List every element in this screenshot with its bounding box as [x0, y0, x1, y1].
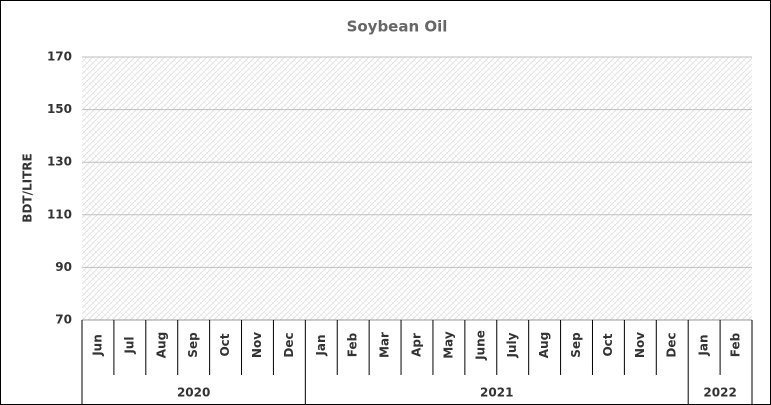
x-tick-label: Oct — [601, 333, 615, 356]
x-tick-label: Apr — [410, 333, 424, 357]
y-axis-label: BDT/LITRE — [21, 153, 35, 222]
x-tick-label: June — [473, 330, 487, 361]
x-tick-label: July — [505, 332, 519, 358]
x-tick-label: Dec — [665, 332, 679, 357]
y-tick-label: 130 — [47, 155, 72, 169]
y-tick-label: 150 — [47, 102, 72, 116]
plot-area — [82, 57, 752, 320]
x-tick-label: Nov — [250, 332, 264, 358]
x-tick-label: Dec — [282, 332, 296, 357]
x-tick-label: Sep — [569, 332, 583, 358]
x-tick-label: Feb — [729, 332, 743, 357]
x-tick-label: Nov — [633, 332, 647, 358]
x-tick-label: Aug — [154, 332, 168, 358]
x-tick-label: Jul — [122, 336, 136, 354]
chart-title: Soybean Oil — [347, 18, 448, 36]
x-tick-label: Jan — [697, 334, 711, 356]
x-tick-label: Mar — [378, 332, 392, 358]
group-label: 2021 — [480, 386, 513, 400]
group-label: 2022 — [703, 386, 736, 400]
group-label: 2020 — [177, 386, 210, 400]
x-tick-label: Jan — [314, 334, 328, 356]
y-tick-label: 110 — [47, 207, 72, 221]
x-tick-label: Jun — [90, 334, 104, 357]
x-tick-label: Feb — [346, 332, 360, 357]
x-tick-label: Aug — [537, 332, 551, 358]
x-tick-label: Oct — [218, 333, 232, 356]
x-tick-label: May — [441, 331, 455, 359]
y-tick-label: 170 — [47, 50, 72, 64]
x-tick-label: Sep — [186, 332, 200, 358]
y-tick-label: 90 — [55, 260, 72, 274]
y-tick-label: 70 — [55, 313, 72, 327]
